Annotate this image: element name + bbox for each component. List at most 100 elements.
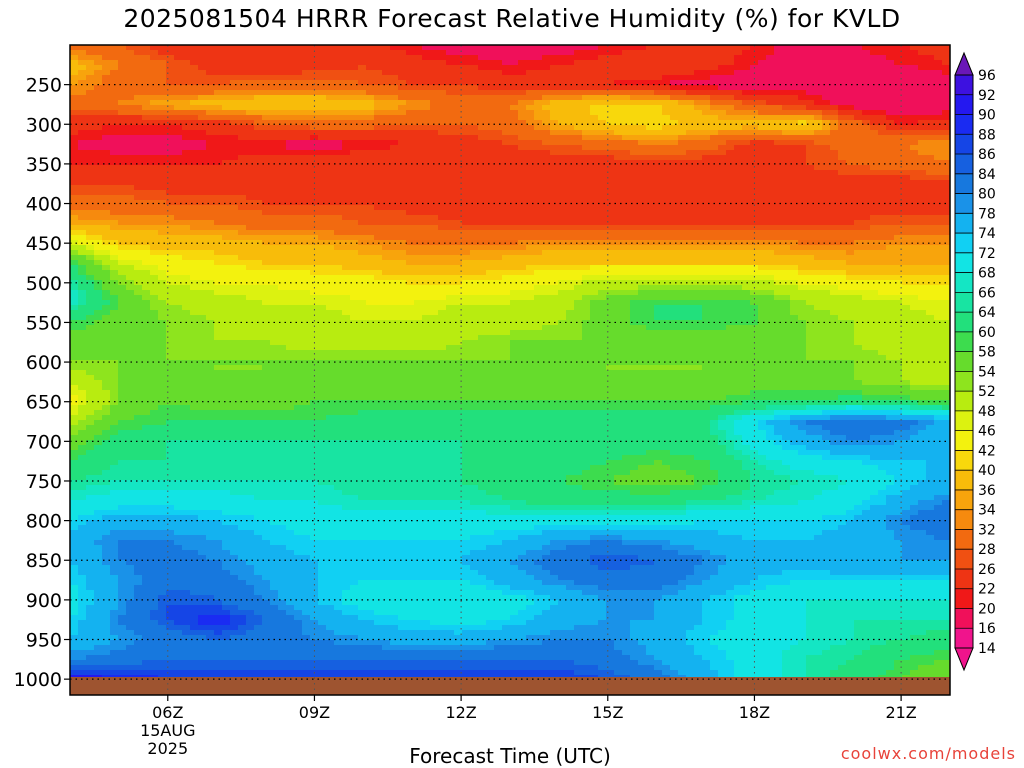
heat-cell [254, 190, 263, 196]
heat-cell [246, 520, 255, 526]
heat-cell [206, 205, 215, 211]
heat-cell [230, 80, 239, 86]
heat-cell [78, 270, 87, 276]
heat-cell [270, 95, 279, 101]
heat-cell [158, 490, 167, 496]
heat-cell [86, 590, 95, 596]
heat-cell [150, 660, 159, 666]
heat-cell [70, 245, 79, 251]
heat-cell [158, 185, 167, 191]
heat-cell [158, 505, 167, 511]
heat-cell [198, 375, 207, 381]
heat-cell [150, 45, 159, 51]
heat-cell [166, 75, 175, 81]
heat-cell [230, 440, 239, 446]
heat-cell [254, 60, 263, 66]
heat-cell [286, 225, 295, 231]
heat-cell [366, 260, 375, 266]
heat-cell [286, 405, 295, 411]
heat-cell [134, 295, 143, 301]
heat-cell [262, 310, 271, 316]
heat-cell [342, 260, 351, 266]
heat-cell [150, 250, 159, 256]
heat-cell [278, 160, 287, 166]
heat-cell [126, 640, 135, 646]
heat-cell [190, 580, 199, 586]
heat-cell [126, 310, 135, 316]
heat-cell [182, 550, 191, 556]
heat-cell [358, 125, 367, 131]
heat-cell [278, 475, 287, 481]
heat-cell [326, 215, 335, 221]
heat-cell [246, 625, 255, 631]
heat-cell [326, 420, 335, 426]
heat-cell [134, 375, 143, 381]
heat-cell [190, 545, 199, 551]
heat-cell [126, 450, 135, 456]
heat-cell [174, 475, 183, 481]
heat-cell [262, 105, 271, 111]
heat-cell [214, 145, 223, 151]
heat-cell [246, 505, 255, 511]
heat-cell [342, 90, 351, 96]
heat-cell [366, 50, 375, 56]
heat-cell [182, 665, 191, 671]
heat-cell [294, 325, 303, 331]
heat-cell [318, 230, 327, 236]
heat-cell [86, 205, 95, 211]
heat-cell [278, 85, 287, 91]
heat-cell [310, 365, 319, 371]
heat-cell [174, 650, 183, 656]
heat-cell [206, 540, 215, 546]
heat-cell [206, 330, 215, 336]
heat-cell [158, 605, 167, 611]
heat-cell [110, 315, 119, 321]
heat-cell [70, 500, 79, 506]
heat-cell [78, 185, 87, 191]
heat-cell [318, 485, 327, 491]
heat-cell [350, 115, 359, 121]
heat-cell [190, 205, 199, 211]
heat-cell [254, 380, 263, 386]
heat-cell [70, 535, 79, 541]
heat-cell [302, 645, 311, 651]
heat-cell [334, 235, 343, 241]
heat-cell [214, 660, 223, 666]
heat-cell [182, 560, 191, 566]
heat-cell [142, 65, 151, 71]
heat-cell [326, 180, 335, 186]
heat-cell [222, 640, 231, 646]
heat-cell [334, 635, 343, 641]
heat-cell [326, 195, 335, 201]
heat-cell [126, 510, 135, 516]
heat-cell [94, 385, 103, 391]
heat-cell [78, 595, 87, 601]
heat-cell [238, 270, 247, 276]
heat-cell [190, 610, 199, 616]
heat-cell [326, 240, 335, 246]
heat-cell [302, 340, 311, 346]
heat-cell [110, 255, 119, 261]
heat-cell [278, 640, 287, 646]
heat-cell [94, 190, 103, 196]
heat-cell [198, 665, 207, 671]
heat-cell [342, 190, 351, 196]
heat-cell [238, 170, 247, 176]
heat-cell [158, 595, 167, 601]
heat-cell [94, 250, 103, 256]
heat-cell [150, 345, 159, 351]
heat-cell [238, 400, 247, 406]
heat-cell [86, 110, 95, 116]
heat-cell [158, 470, 167, 476]
heat-cell [358, 640, 367, 646]
heat-cell [102, 655, 111, 661]
heat-cell [270, 245, 279, 251]
heat-cell [166, 260, 175, 266]
heat-cell [134, 520, 143, 526]
heat-cell [334, 110, 343, 116]
heat-cell [150, 600, 159, 606]
heat-cell [134, 225, 143, 231]
heat-cell [126, 530, 135, 536]
heat-cell [166, 575, 175, 581]
heat-cell [102, 410, 111, 416]
